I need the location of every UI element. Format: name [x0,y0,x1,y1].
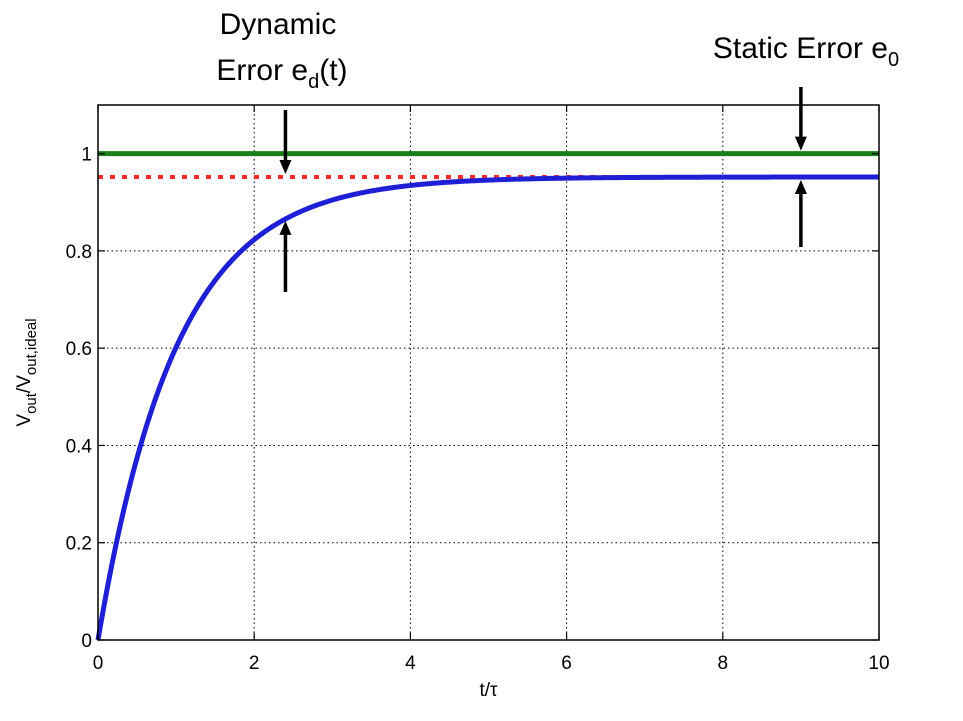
x-tick-label: 6 [561,653,572,674]
dynamic-error-arrow-down-head [279,159,292,174]
y-tick-label: 0 [81,631,92,652]
x-tick-label: 0 [93,653,104,674]
static-error-arrow-up-head [794,179,807,194]
x-tick-label: 2 [249,653,260,674]
y-label-sub1: out [23,392,40,414]
annotations: Dynamic Error ed(t) Static Error e0 [216,8,899,292]
y-label-sub2: out,ideal [23,318,40,375]
dynamic-error-arrow-up-head [279,220,292,235]
y-tick-label: 0.4 [66,436,93,457]
static-error-label: Static Error e0 [713,32,899,71]
plot-frame [97,104,880,641]
ticks: 0 2 4 6 8 10 0 0.2 0.4 0.6 0.8 1 [66,105,890,674]
dynamic-error-label-line2: Error ed(t) [216,54,347,93]
y-label-v1: V [14,414,35,427]
dynamic-error-tail: (t) [319,54,347,87]
x-axis-label: t/τ [479,680,498,701]
x-tick-label: 8 [718,653,729,674]
static-error-main: Static Error e [713,32,888,65]
x-tick-label: 10 [868,653,889,674]
static-error-arrow-down-head [794,136,807,151]
y-tick-label: 0.6 [66,339,92,360]
y-tick-label: 1 [81,145,92,166]
static-error-subscript: 0 [888,49,899,71]
y-axis-label: Vout/Vout,ideal [14,318,40,426]
y-tick-label: 0.8 [66,242,92,263]
y-label-v2: /V [14,375,35,393]
y-tick-label: 0.2 [66,534,92,555]
dynamic-error-subscript: d [308,71,319,93]
x-tick-label: 4 [405,653,416,674]
series-layer [95,151,879,641]
series-line-response [95,174,879,641]
grid [98,105,879,640]
dynamic-error-main: Error e [216,54,308,87]
dynamic-error-label-line1: Dynamic [220,8,337,41]
